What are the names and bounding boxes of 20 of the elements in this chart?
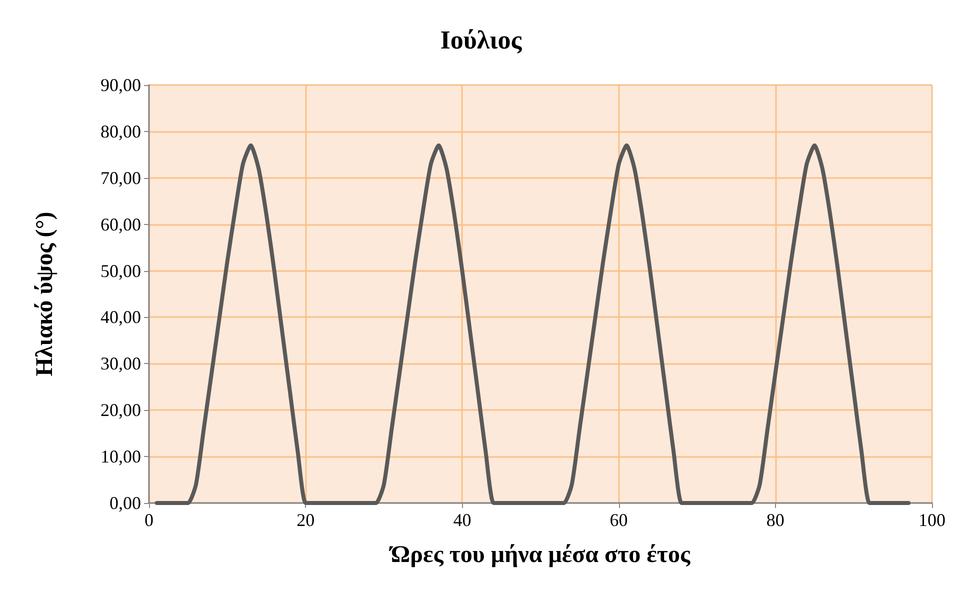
x-tick-label: 20 [296,510,315,530]
x-tick-label: 100 [918,510,946,530]
y-tick-label: 30,00 [100,354,141,374]
y-tick-label: 80,00 [100,121,141,142]
x-tick-label: 0 [144,510,154,530]
y-tick-label: 10,00 [100,446,141,467]
x-tick-label: 60 [610,510,628,530]
x-axis-title: Ώρες του μήνα μέσα στο έτος [388,542,691,568]
y-tick-label: 0,00 [110,493,141,513]
y-tick-label: 90,00 [100,75,141,95]
y-tick-label: 20,00 [100,400,141,420]
chart-title: Ιούλιος [440,26,523,54]
y-axis-title: Ηλιακό ύψος (°) [32,212,58,376]
y-tick-label: 70,00 [100,168,141,188]
line-series [154,143,911,505]
y-tick-label: 40,00 [100,307,141,328]
x-tick-label: 40 [453,510,472,530]
y-tick-label: 60,00 [100,214,141,234]
y-tick-label: 50,00 [100,260,141,281]
x-tick-label: 80 [766,510,784,530]
